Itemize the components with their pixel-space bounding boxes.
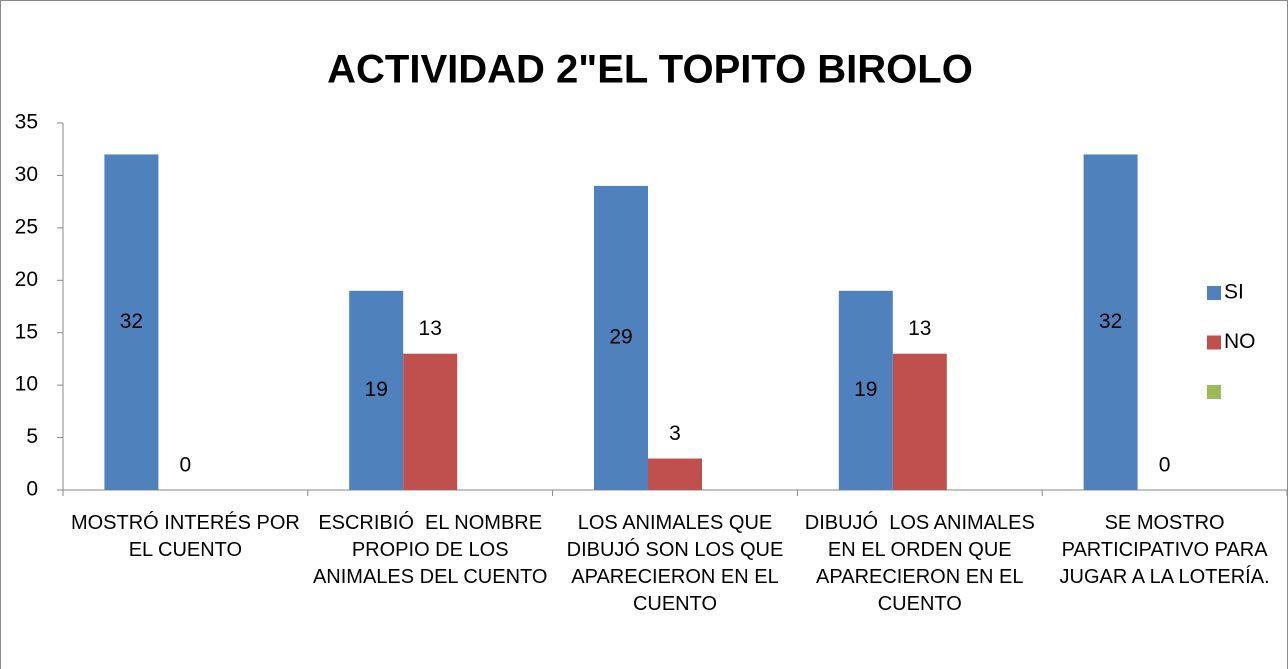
bar <box>1083 154 1138 490</box>
data-label: 32 <box>120 310 143 333</box>
data-label: 13 <box>908 317 931 340</box>
y-tick-label: 0 <box>26 478 38 501</box>
y-tick-label: 15 <box>15 320 38 343</box>
data-label: 32 <box>1099 310 1122 333</box>
data-label: 0 <box>180 454 192 477</box>
legend-label: SI <box>1224 281 1244 304</box>
bar <box>349 290 404 490</box>
data-label: 19 <box>365 378 388 401</box>
y-tick-label: 10 <box>15 373 38 396</box>
bar <box>594 185 648 490</box>
chart-title: ACTIVIDAD 2"EL TOPITO BIROLO <box>327 48 973 92</box>
x-tick-label: ESCRIBIÓ EL NOMBRE PROPIO DE LOS ANIMALE… <box>312 512 548 588</box>
y-tick-label: 25 <box>15 215 38 238</box>
legend-swatch <box>1207 385 1221 399</box>
bar <box>892 353 947 490</box>
x-tick-label: MOSTRÓ INTERÉS POR EL CUENTO <box>70 512 306 561</box>
y-tick-label: 20 <box>15 268 38 291</box>
data-label: 0 <box>1159 454 1171 477</box>
y-tick-label: 5 <box>26 425 38 448</box>
x-tick-label: SE MOSTRO PARTICIPATIVO PARA JUGAR A LA … <box>1059 512 1274 588</box>
legend-swatch <box>1207 286 1221 300</box>
x-tick-label: DIBUJÓ LOS ANIMALES EN EL ORDEN QUE APAR… <box>804 512 1041 615</box>
legend-swatch <box>1207 335 1221 350</box>
data-label: 13 <box>419 317 442 340</box>
x-tick-label: LOS ANIMALES QUE DIBUJÓ SON LOS QUE APAR… <box>566 512 788 615</box>
data-label: 3 <box>669 422 681 445</box>
bar <box>648 458 702 490</box>
bar <box>403 353 458 490</box>
y-tick-label: 30 <box>15 163 38 186</box>
data-label: 19 <box>854 378 877 401</box>
y-tick-label: 35 <box>15 111 38 134</box>
legend-label: NO <box>1224 330 1256 353</box>
bar <box>838 290 893 490</box>
bar <box>104 154 159 490</box>
data-label: 29 <box>609 326 632 349</box>
